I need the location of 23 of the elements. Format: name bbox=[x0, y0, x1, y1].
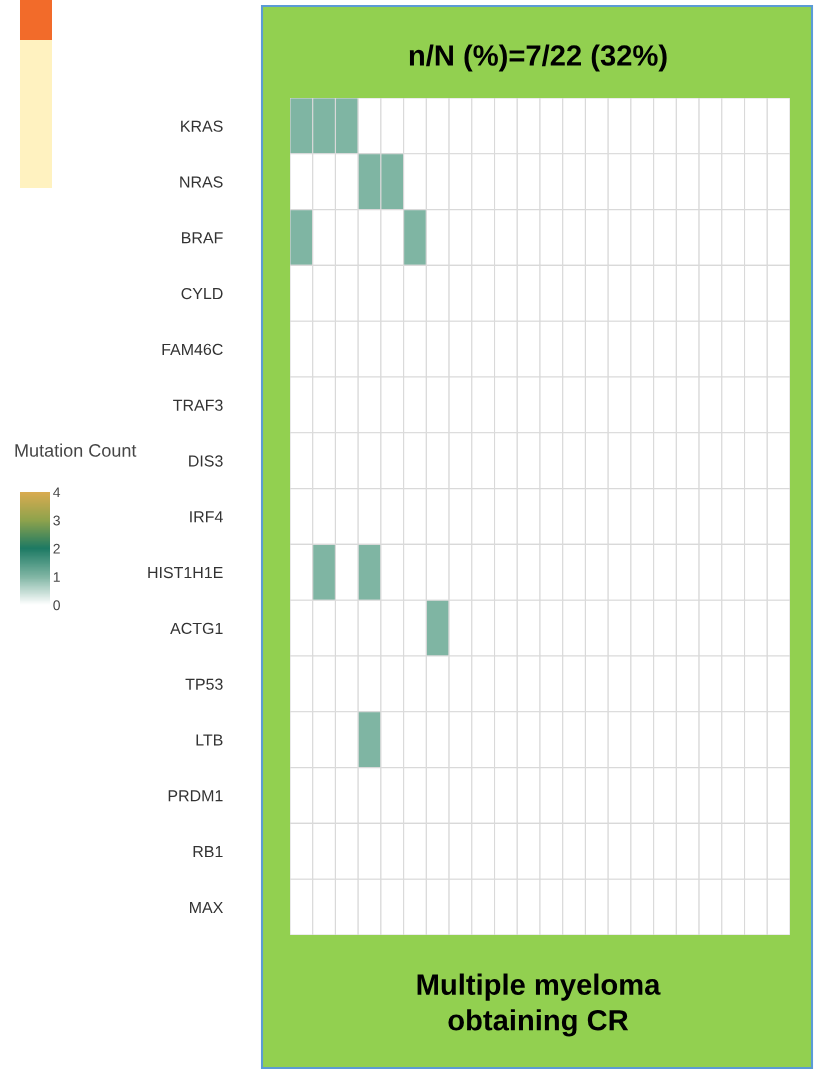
color-bar-label: 3 bbox=[53, 515, 60, 526]
color-bar-label: 0 bbox=[53, 600, 60, 611]
chart-title: n/N (%)=7/22 (32%) bbox=[409, 44, 667, 72]
color-bar-title: Mutation Count bbox=[15, 443, 137, 457]
y-tick-label: KRAS bbox=[181, 120, 223, 132]
y-tick-label: IRF4 bbox=[190, 511, 223, 523]
y-tick-label: PRDM1 bbox=[168, 790, 223, 802]
y-tick-label: BRAF bbox=[182, 232, 223, 244]
y-tick-label: MAX bbox=[190, 901, 223, 913]
y-tick-label: ACTG1 bbox=[170, 622, 223, 635]
y-tick-label: TRAF3 bbox=[173, 399, 223, 411]
color-bar-label: 1 bbox=[53, 572, 60, 582]
color-bar-label: 4 bbox=[53, 487, 61, 498]
y-tick-label: DIS3 bbox=[189, 455, 223, 467]
y-tick-label: RB1 bbox=[193, 846, 223, 858]
y-tick-label: LTB bbox=[196, 734, 223, 746]
y-tick-label: FAM46C bbox=[162, 343, 223, 356]
y-tick-label: CYLD bbox=[181, 287, 223, 300]
text: Multiple myeloma obtaining CR bbox=[417, 973, 661, 1037]
y-tick-label: HIST1H1E bbox=[148, 566, 223, 579]
y-tick-label: NRAS bbox=[180, 176, 223, 188]
color-bar-label: 2 bbox=[53, 543, 60, 554]
y-tick-label: TP53 bbox=[185, 678, 223, 690]
